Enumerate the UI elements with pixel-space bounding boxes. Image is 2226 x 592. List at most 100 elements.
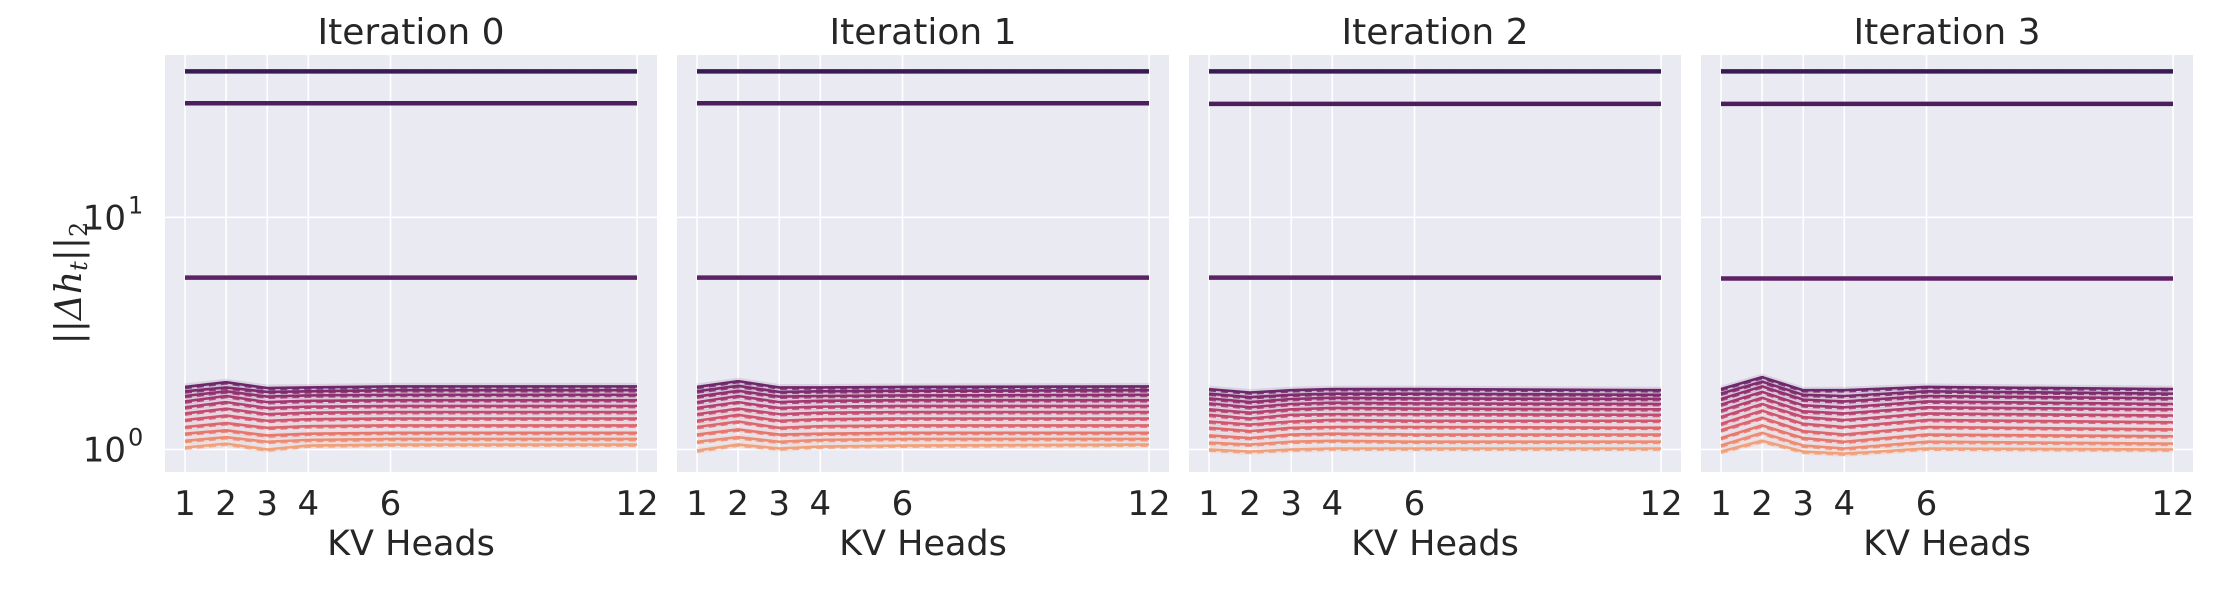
series-line-s14	[1720, 439, 2174, 455]
panel-title: Iteration 0	[317, 12, 504, 53]
x-tick-label: 6	[1916, 484, 1938, 524]
series-line-s7	[184, 394, 637, 404]
series-band	[1721, 394, 2173, 417]
series-band	[1721, 388, 2173, 411]
x-tick-label: 12	[615, 484, 658, 524]
series-line-s8	[696, 400, 1149, 410]
x-tick-label: 4	[297, 484, 319, 524]
series-dashed-s14	[1208, 449, 1661, 454]
series-line-s12	[1720, 424, 2174, 444]
y-tick-exponent: 0	[128, 423, 143, 451]
x-tick-label: 2	[215, 484, 237, 524]
series-line-s11	[696, 420, 1149, 430]
series-dashed-s11	[1208, 427, 1662, 434]
series-line-s8	[184, 400, 637, 410]
series-line-s11	[1208, 425, 1662, 433]
series-line-s4	[1208, 387, 1662, 394]
panel-title: Iteration 3	[1853, 12, 2040, 53]
x-tick-label: 2	[1751, 484, 1773, 524]
series-band	[1721, 400, 2173, 424]
y-axis-label-part: t	[65, 261, 93, 271]
series-dashed-s5	[184, 388, 637, 395]
series-line-s4	[184, 380, 637, 390]
series-line-s6	[696, 389, 1150, 398]
series-line-s9	[1208, 412, 1662, 420]
series-line-s4	[696, 379, 1150, 389]
x-tick-label: 2	[1239, 484, 1261, 524]
x-tick-label: 12	[1127, 484, 1170, 524]
x-tick-label: 3	[1792, 484, 1814, 524]
series-line-s11	[1720, 416, 2174, 436]
series-line-s5	[1208, 392, 1662, 399]
series-line-s14	[696, 443, 1150, 452]
x-axis-label: KV Heads	[839, 524, 1007, 564]
x-tick-label: 3	[256, 484, 278, 524]
series-line-s12	[696, 428, 1149, 436]
series-line-s13	[696, 435, 1149, 444]
series-line-s14	[1208, 447, 1661, 453]
series-line-s6	[184, 390, 637, 398]
series-dashed-s4	[1208, 389, 1662, 395]
y-axis-label-part: h	[49, 271, 90, 294]
y-axis-label: ||Δht||2	[49, 222, 93, 345]
series-line-s13	[1720, 431, 2174, 450]
x-axis-label: KV Heads	[1351, 524, 1519, 564]
series-line-s13	[184, 435, 637, 444]
series-line-s9	[1720, 402, 2174, 422]
series-line-s14	[184, 442, 637, 451]
series-line-s12	[1208, 432, 1661, 440]
series-line-s8	[1208, 406, 1662, 415]
series-band	[1721, 407, 2173, 431]
y-axis-label-part: 2	[65, 222, 93, 237]
y-axis-label-text: ||Δht||2	[49, 222, 93, 345]
series-line-s6	[1208, 396, 1662, 404]
y-tick-label: 10	[83, 198, 126, 238]
y-tick-exponent: 1	[128, 191, 143, 219]
x-tick-label: 6	[1404, 484, 1426, 524]
series-line-s6	[1720, 385, 2174, 403]
x-tick-label: 12	[1639, 484, 1682, 524]
x-tick-label: 1	[1198, 484, 1220, 524]
y-axis-label-part: Δ	[49, 294, 90, 322]
x-tick-label: 6	[380, 484, 402, 524]
series-line-s5	[1720, 380, 2174, 398]
x-axis-label: KV Heads	[1863, 524, 2031, 564]
y-tick-label: 10	[83, 430, 126, 470]
series-line-s12	[184, 428, 637, 437]
series-line-s10	[1208, 418, 1661, 426]
series-line-s5	[696, 384, 1150, 394]
series-dashed-s13	[1208, 441, 1661, 448]
x-axis-label: KV Heads	[327, 524, 495, 564]
x-tick-label: 4	[1833, 484, 1855, 524]
series-line-s5	[184, 386, 637, 394]
panel-title: Iteration 2	[1341, 12, 1528, 53]
series-line-s7	[1208, 401, 1662, 409]
panel-title: Iteration 1	[829, 12, 1016, 53]
x-tick-label: 3	[768, 484, 790, 524]
series-line-s4	[1720, 375, 2174, 392]
series-line-s10	[184, 414, 637, 423]
x-tick-label: 1	[686, 484, 708, 524]
x-tick-label: 6	[892, 484, 914, 524]
x-tick-label: 4	[1321, 484, 1343, 524]
y-axis-label-part: ||	[49, 237, 90, 261]
series-dashed-s6	[1208, 398, 1662, 405]
series-line-s9	[696, 407, 1149, 416]
series-line-s11	[184, 421, 637, 430]
x-tick-label: 1	[174, 484, 196, 524]
series-line-s7	[1720, 390, 2174, 409]
series-dashed-s12	[1208, 434, 1661, 441]
x-tick-label: 4	[809, 484, 831, 524]
x-tick-label: 1	[1710, 484, 1732, 524]
series-line-s10	[696, 413, 1149, 423]
x-tick-label: 3	[1280, 484, 1302, 524]
series-line-s8	[1720, 396, 2174, 415]
series-line-s10	[1720, 409, 2174, 429]
x-tick-label: 2	[727, 484, 749, 524]
series-dashed-s8	[1208, 408, 1662, 416]
series-line-s9	[184, 407, 637, 416]
